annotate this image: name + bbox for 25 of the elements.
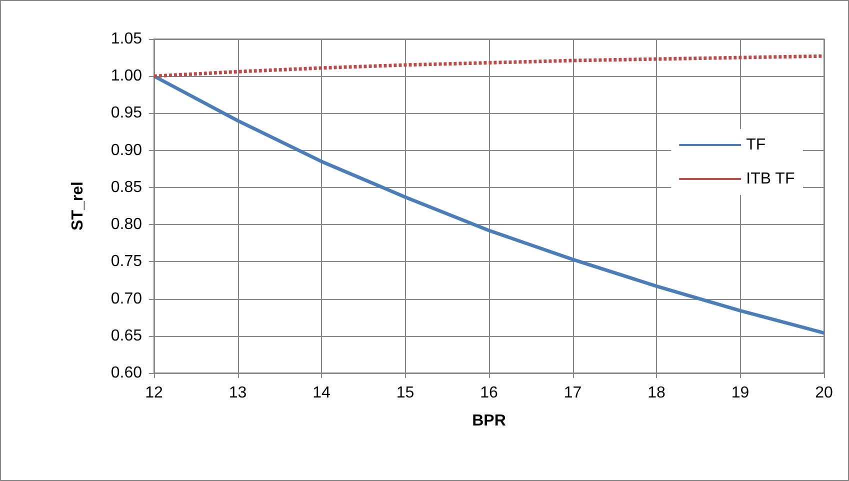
- line-series: [152, 54, 826, 78]
- y-axis-title: ST_rel: [70, 182, 86, 230]
- x-tick-label: 16: [480, 384, 498, 402]
- y-tick-label: 1.00: [110, 68, 142, 85]
- x-tick-label: 12: [145, 384, 163, 402]
- x-tick-label: 15: [396, 384, 414, 402]
- legend-label: ITB TF: [746, 170, 795, 188]
- y-tick-label: 0.75: [110, 253, 142, 270]
- y-tick-label: 1.05: [110, 30, 142, 48]
- x-axis-title: BPR: [472, 412, 506, 430]
- y-tick-label: 0.65: [110, 327, 142, 344]
- x-tick-label: 13: [228, 384, 247, 402]
- y-tick-label: 0.80: [110, 216, 142, 234]
- y-tick-label: 0.60: [110, 364, 142, 382]
- x-tick-label: 19: [731, 384, 750, 402]
- legend-label: TF: [746, 136, 766, 154]
- x-tick-label: 17: [564, 384, 582, 402]
- y-tick-label: 0.70: [110, 290, 142, 308]
- x-tick-label: 14: [312, 384, 330, 402]
- x-tick-label: 18: [648, 384, 666, 402]
- line-series: [152, 74, 826, 335]
- y-tick-label: 0.95: [110, 104, 142, 122]
- x-tick-label: 20: [815, 384, 833, 402]
- y-tick-label: 0.85: [110, 178, 142, 196]
- y-tick-label: 0.90: [110, 142, 142, 159]
